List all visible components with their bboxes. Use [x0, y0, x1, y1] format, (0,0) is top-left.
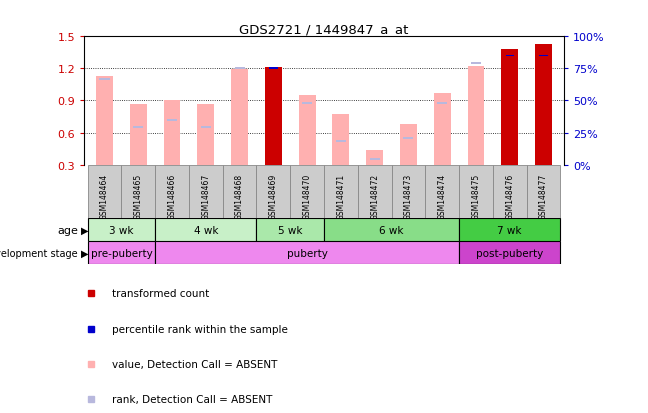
Text: GSM148472: GSM148472: [370, 173, 379, 219]
Text: ▶: ▶: [81, 248, 89, 258]
Text: GSM148468: GSM148468: [235, 173, 244, 219]
Text: value, Detection Call = ABSENT: value, Detection Call = ABSENT: [111, 359, 277, 369]
Text: 4 wk: 4 wk: [194, 225, 218, 235]
Bar: [505, 55, 514, 57]
FancyBboxPatch shape: [391, 165, 425, 219]
Bar: [299, 96, 316, 165]
Bar: [366, 150, 383, 165]
Bar: [437, 102, 447, 104]
Title: GDS2721 / 1449847_a_at: GDS2721 / 1449847_a_at: [239, 23, 409, 36]
FancyBboxPatch shape: [324, 165, 358, 219]
Text: GSM148474: GSM148474: [437, 173, 446, 219]
FancyBboxPatch shape: [87, 242, 155, 264]
FancyBboxPatch shape: [257, 219, 324, 242]
FancyBboxPatch shape: [459, 165, 493, 219]
FancyBboxPatch shape: [459, 242, 561, 264]
FancyBboxPatch shape: [155, 242, 459, 264]
Bar: [269, 68, 277, 70]
Text: GSM148471: GSM148471: [336, 173, 345, 219]
Bar: [471, 63, 481, 65]
Bar: [265, 68, 282, 165]
FancyBboxPatch shape: [257, 165, 290, 219]
Bar: [302, 102, 312, 104]
Text: ▶: ▶: [81, 225, 89, 235]
FancyBboxPatch shape: [425, 165, 459, 219]
Text: 7 wk: 7 wk: [498, 225, 522, 235]
Text: GSM148467: GSM148467: [202, 173, 211, 219]
Bar: [96, 77, 113, 165]
Bar: [467, 67, 485, 165]
Bar: [231, 70, 248, 165]
Text: 3 wk: 3 wk: [109, 225, 133, 235]
FancyBboxPatch shape: [155, 165, 189, 219]
Text: post-puberty: post-puberty: [476, 248, 544, 258]
Bar: [336, 141, 346, 142]
Text: GSM148470: GSM148470: [303, 173, 312, 219]
Bar: [201, 127, 211, 129]
Text: percentile rank within the sample: percentile rank within the sample: [111, 324, 288, 334]
FancyBboxPatch shape: [155, 219, 257, 242]
Text: age: age: [57, 225, 78, 235]
Text: GSM148476: GSM148476: [505, 173, 515, 219]
Bar: [163, 101, 181, 165]
Bar: [235, 68, 245, 70]
Text: 5 wk: 5 wk: [278, 225, 303, 235]
Text: GSM148477: GSM148477: [539, 173, 548, 219]
Bar: [99, 79, 110, 81]
Bar: [369, 159, 380, 161]
FancyBboxPatch shape: [87, 165, 121, 219]
Text: GSM148466: GSM148466: [168, 173, 176, 219]
Text: development stage: development stage: [0, 248, 78, 258]
Text: pre-puberty: pre-puberty: [91, 248, 152, 258]
Text: puberty: puberty: [286, 248, 327, 258]
FancyBboxPatch shape: [527, 165, 561, 219]
FancyBboxPatch shape: [223, 165, 257, 219]
Text: GSM148469: GSM148469: [269, 173, 278, 219]
FancyBboxPatch shape: [121, 165, 155, 219]
Text: GSM148464: GSM148464: [100, 173, 109, 219]
Bar: [133, 127, 143, 129]
Text: GSM148475: GSM148475: [472, 173, 480, 219]
FancyBboxPatch shape: [87, 219, 155, 242]
FancyBboxPatch shape: [493, 165, 527, 219]
FancyBboxPatch shape: [324, 219, 459, 242]
Bar: [400, 125, 417, 165]
Bar: [403, 138, 413, 140]
Text: GSM148473: GSM148473: [404, 173, 413, 219]
Bar: [535, 45, 552, 165]
Text: GSM148465: GSM148465: [133, 173, 143, 219]
FancyBboxPatch shape: [189, 165, 223, 219]
Bar: [130, 104, 146, 165]
Bar: [198, 104, 214, 165]
FancyBboxPatch shape: [358, 165, 391, 219]
FancyBboxPatch shape: [459, 219, 561, 242]
Text: 6 wk: 6 wk: [379, 225, 404, 235]
FancyBboxPatch shape: [290, 165, 324, 219]
Bar: [502, 50, 518, 165]
Bar: [167, 119, 177, 121]
Bar: [434, 94, 450, 165]
Bar: [539, 55, 548, 57]
Text: transformed count: transformed count: [111, 289, 209, 299]
Bar: [332, 115, 349, 165]
Text: rank, Detection Call = ABSENT: rank, Detection Call = ABSENT: [111, 394, 272, 404]
